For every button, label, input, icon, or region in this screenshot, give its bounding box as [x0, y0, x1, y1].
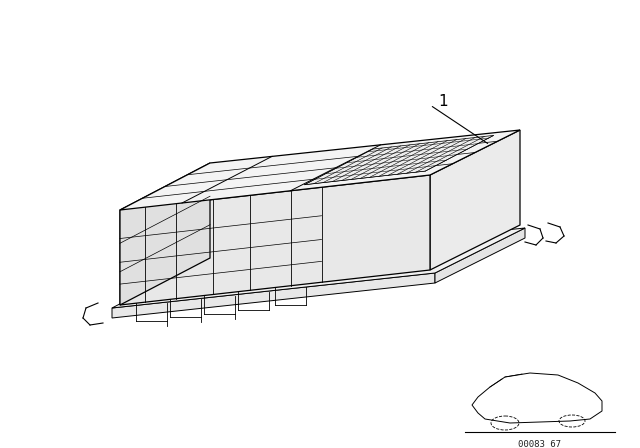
- Polygon shape: [112, 228, 525, 308]
- Polygon shape: [120, 175, 430, 305]
- Text: 00083 67: 00083 67: [518, 440, 561, 448]
- Polygon shape: [435, 228, 525, 283]
- Polygon shape: [120, 130, 520, 210]
- Text: 1: 1: [438, 95, 447, 109]
- Polygon shape: [112, 273, 435, 318]
- Polygon shape: [120, 163, 210, 305]
- Polygon shape: [430, 130, 520, 270]
- Polygon shape: [305, 135, 493, 185]
